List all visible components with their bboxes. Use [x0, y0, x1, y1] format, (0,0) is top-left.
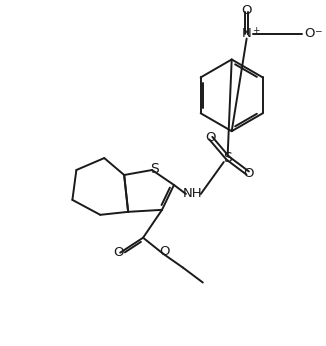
Text: −: − [314, 26, 322, 35]
Text: O: O [206, 131, 216, 144]
Text: N: N [242, 27, 252, 40]
Text: O: O [244, 166, 254, 180]
Text: O: O [241, 4, 252, 17]
Text: +: + [252, 26, 259, 35]
Text: S: S [150, 162, 158, 176]
Text: O: O [160, 245, 170, 258]
Text: O: O [304, 27, 315, 40]
Text: O: O [113, 246, 124, 259]
Text: NH: NH [183, 188, 203, 200]
Text: S: S [223, 151, 232, 165]
